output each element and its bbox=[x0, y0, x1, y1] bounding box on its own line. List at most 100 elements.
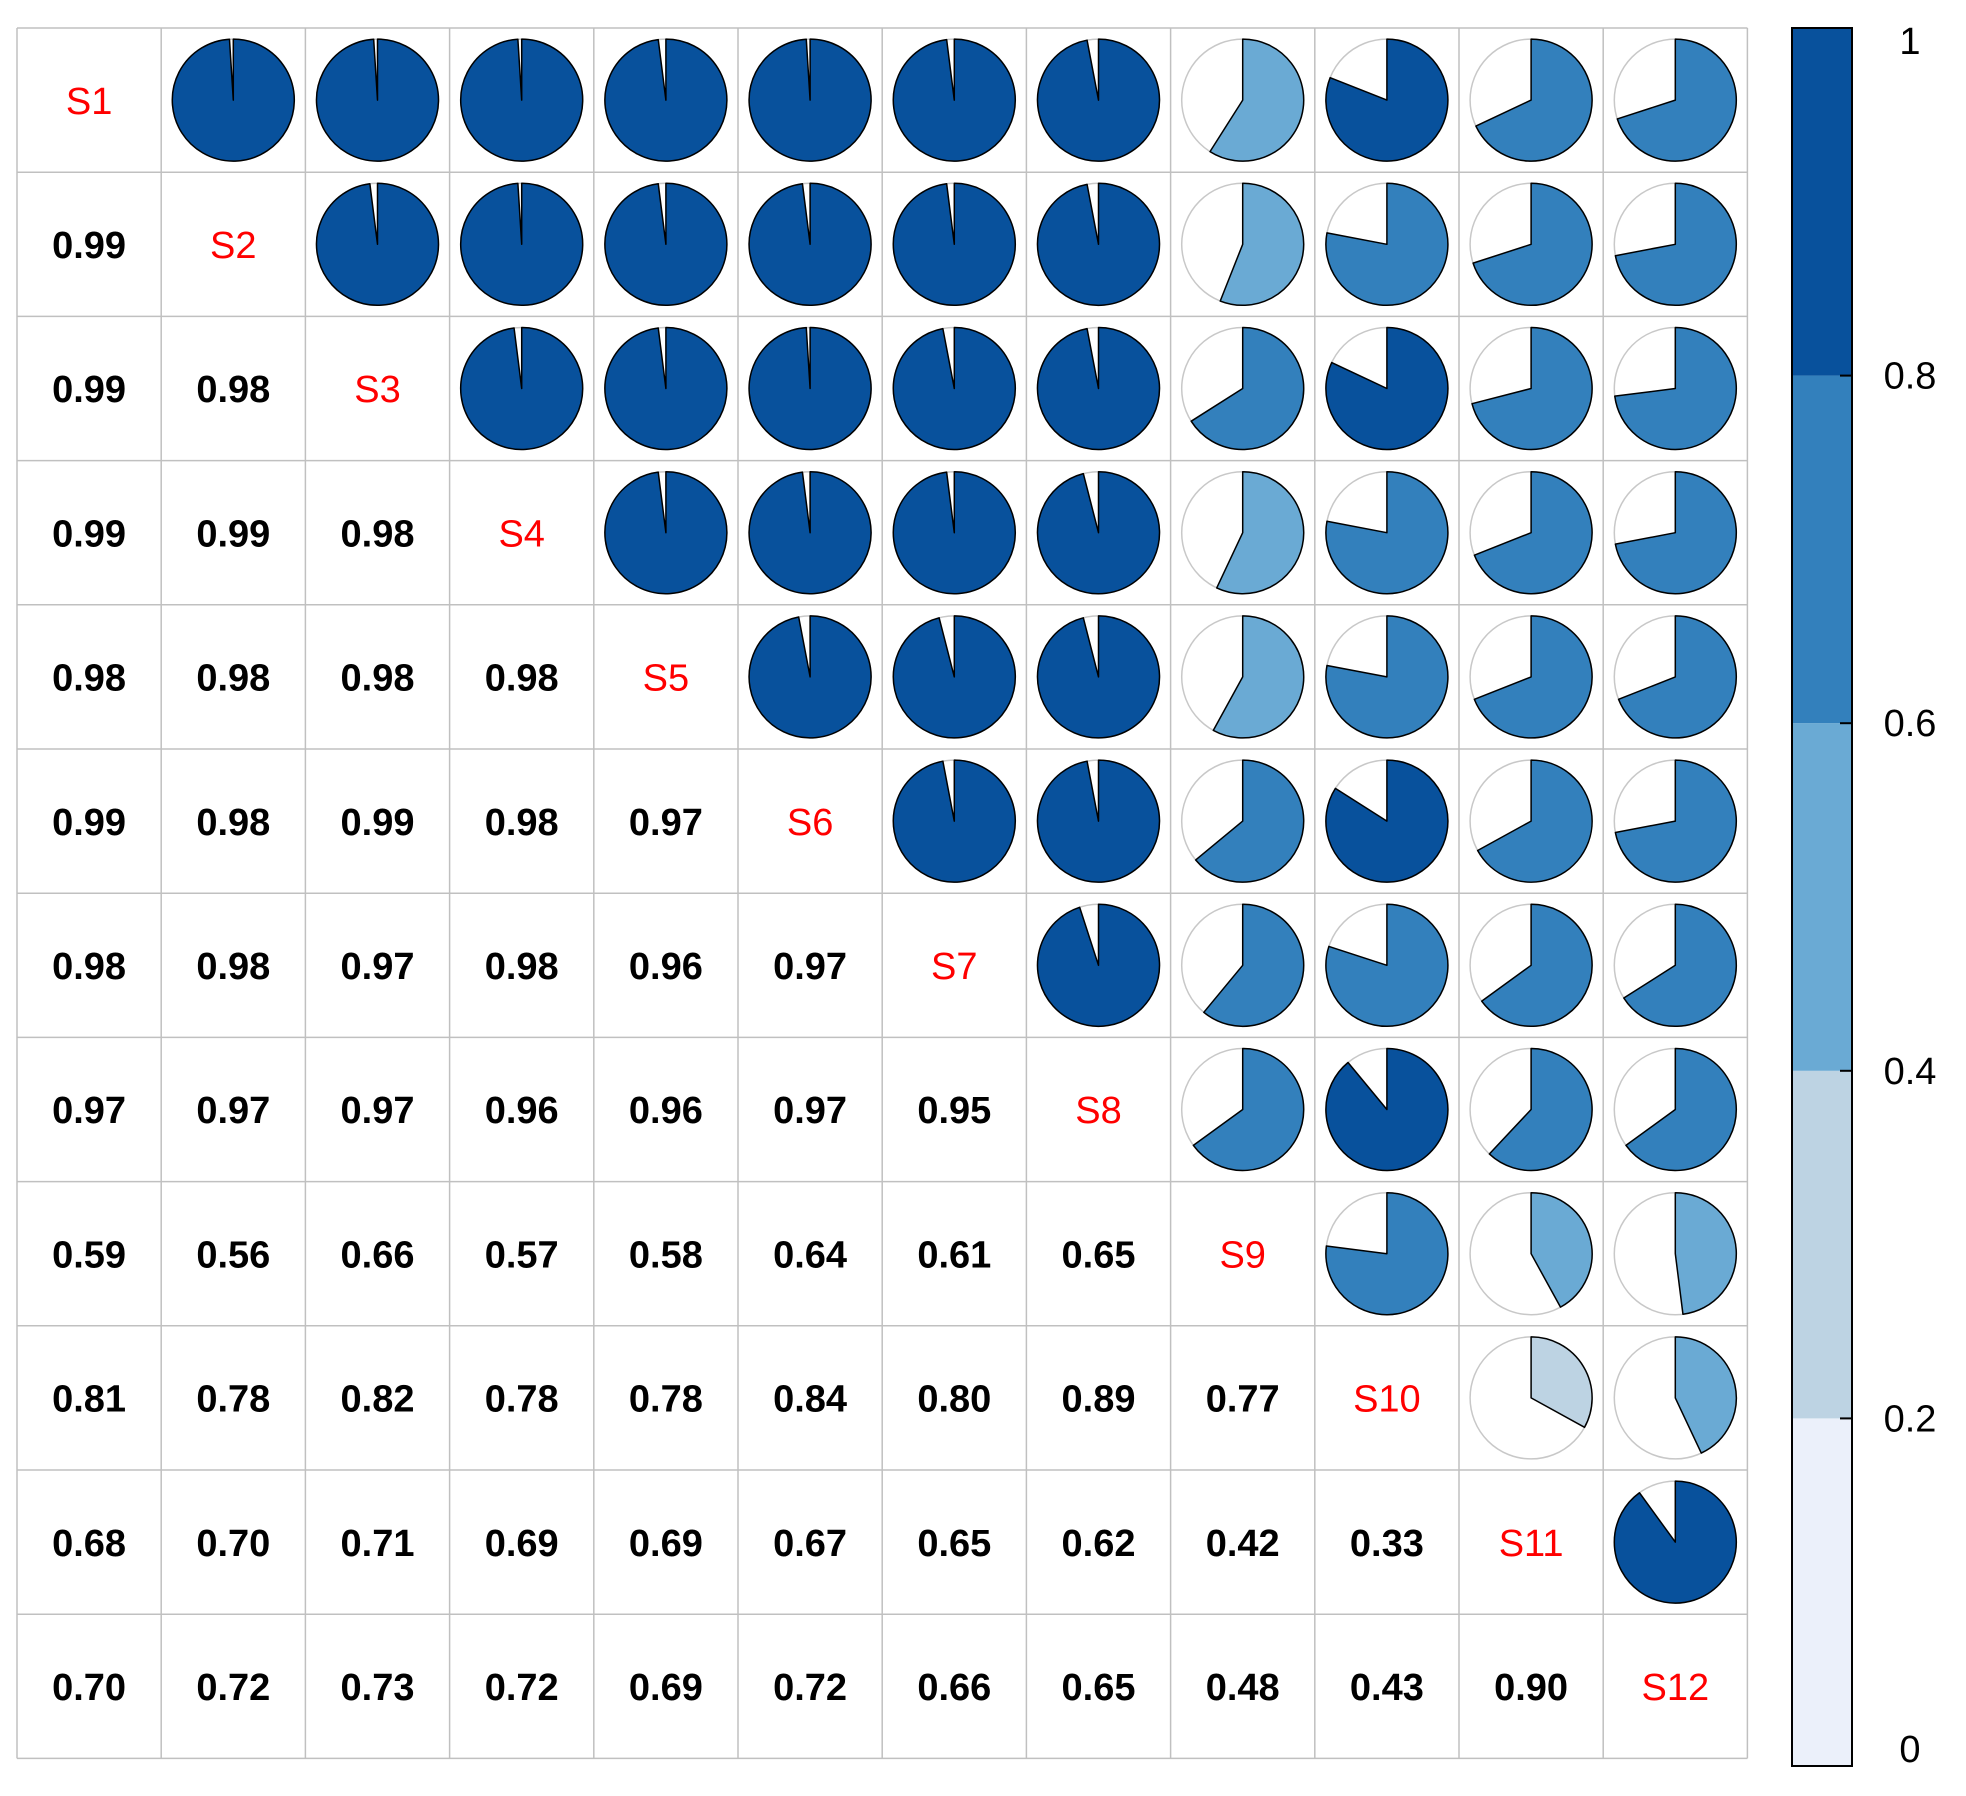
correlation-value: 0.70 bbox=[52, 1667, 126, 1709]
colorbar-bin bbox=[1792, 28, 1852, 376]
colorbar-tick-label: 0.2 bbox=[1884, 1398, 1937, 1440]
variable-label: S4 bbox=[498, 513, 544, 555]
correlation-pie bbox=[1180, 1047, 1305, 1172]
correlation-value: 0.97 bbox=[773, 946, 847, 988]
colorbar-bin bbox=[1792, 1070, 1852, 1419]
variable-label: S3 bbox=[354, 369, 400, 411]
pie-slice bbox=[1623, 903, 1738, 1027]
colorbar-bin bbox=[1792, 723, 1852, 1071]
correlation-value: 0.99 bbox=[52, 802, 126, 844]
pie-slice bbox=[1325, 759, 1449, 883]
pie-slice bbox=[748, 326, 872, 451]
correlation-value: 0.99 bbox=[52, 369, 126, 411]
correlation-pie bbox=[1036, 470, 1161, 595]
correlation-value: 0.96 bbox=[629, 946, 703, 988]
correlation-pie bbox=[604, 182, 728, 307]
correlation-value: 0.99 bbox=[52, 513, 126, 555]
correlation-value: 0.99 bbox=[196, 513, 270, 555]
correlation-value: 0.82 bbox=[341, 1379, 415, 1421]
correlation-value: 0.97 bbox=[52, 1090, 126, 1132]
correlation-value: 0.98 bbox=[196, 946, 270, 988]
correlation-value: 0.67 bbox=[773, 1523, 847, 1565]
matrix-cells: S1 0.99 S2 0.99 0.98 S3 0.99 0.99 0.98 S4 0.98 0.98… bbox=[52, 38, 1738, 1709]
colorbar-bin bbox=[1792, 1418, 1852, 1766]
pie-slice bbox=[1674, 1191, 1738, 1315]
variable-label: S9 bbox=[1219, 1234, 1265, 1276]
correlation-pie bbox=[1613, 1047, 1738, 1172]
pie-slice bbox=[1325, 470, 1449, 595]
correlation-pie bbox=[459, 326, 584, 451]
correlation-pie bbox=[604, 38, 728, 162]
correlation-value: 0.72 bbox=[196, 1667, 270, 1709]
correlation-pie bbox=[1613, 1480, 1738, 1604]
correlation-pie bbox=[1613, 1336, 1738, 1460]
correlation-pie bbox=[1036, 615, 1161, 739]
colorbar-tick-label: 0.4 bbox=[1884, 1051, 1937, 1093]
correlation-value: 0.66 bbox=[341, 1234, 415, 1276]
correlation-value: 0.97 bbox=[341, 1090, 415, 1132]
correlation-value: 0.70 bbox=[196, 1523, 270, 1565]
correlation-pie bbox=[1036, 38, 1161, 162]
correlation-value: 0.61 bbox=[917, 1234, 991, 1276]
correlation-pie bbox=[1613, 182, 1738, 307]
pie-slice bbox=[1215, 470, 1305, 595]
correlation-pie bbox=[1325, 615, 1449, 739]
pie-slice bbox=[1617, 615, 1738, 739]
colorbar-tick-label: 0.8 bbox=[1884, 356, 1937, 398]
correlation-pie bbox=[1469, 182, 1593, 307]
pie-slice bbox=[1476, 759, 1593, 883]
correlation-pie bbox=[1325, 1191, 1449, 1316]
pie-slice bbox=[1530, 1191, 1593, 1308]
correlation-pie bbox=[1325, 759, 1449, 883]
correlation-value: 0.84 bbox=[773, 1379, 847, 1421]
correlation-value: 0.89 bbox=[1062, 1379, 1136, 1421]
pie-slice bbox=[1471, 326, 1593, 451]
pie-slice bbox=[1325, 903, 1449, 1028]
colorbar-bin bbox=[1792, 375, 1852, 724]
correlation-pie bbox=[1469, 1047, 1593, 1172]
pie-slice bbox=[1614, 326, 1738, 451]
correlation-pie bbox=[1180, 326, 1305, 451]
pie-slice bbox=[1325, 1191, 1449, 1316]
correlation-value: 0.98 bbox=[485, 802, 559, 844]
correlation-pie bbox=[1325, 903, 1449, 1028]
correlation-pie bbox=[748, 38, 872, 162]
correlation-pie bbox=[1180, 615, 1305, 739]
correlation-pie bbox=[1613, 615, 1738, 739]
correlation-pie bbox=[315, 182, 440, 307]
pie-slice bbox=[459, 38, 584, 162]
correlation-pie bbox=[1613, 1191, 1738, 1316]
pie-slice bbox=[1473, 615, 1593, 739]
pie-slice bbox=[1473, 470, 1593, 595]
pie-slice bbox=[315, 38, 440, 162]
correlation-pie bbox=[892, 759, 1017, 883]
correlation-value: 0.97 bbox=[196, 1090, 270, 1132]
correlation-value: 0.98 bbox=[196, 658, 270, 700]
pie-slice bbox=[1475, 38, 1593, 162]
correlation-value: 0.57 bbox=[485, 1234, 559, 1276]
correlation-pie bbox=[315, 38, 440, 162]
variable-label: S6 bbox=[787, 802, 833, 844]
pie-slice bbox=[1219, 182, 1305, 306]
correlation-value: 0.98 bbox=[485, 946, 559, 988]
correlation-value: 0.72 bbox=[485, 1667, 559, 1709]
correlation-pie bbox=[1613, 470, 1738, 595]
correlation-pie bbox=[171, 38, 296, 162]
correlation-value: 0.42 bbox=[1206, 1523, 1280, 1565]
correlation-value: 0.99 bbox=[52, 225, 126, 267]
correlation-value: 0.78 bbox=[196, 1379, 270, 1421]
pie-slice bbox=[1036, 615, 1161, 739]
correlation-value: 0.65 bbox=[1062, 1667, 1136, 1709]
correlation-value: 0.65 bbox=[1062, 1234, 1136, 1276]
correlation-value: 0.78 bbox=[629, 1379, 703, 1421]
pie-slice bbox=[748, 182, 872, 306]
correlation-pie bbox=[1180, 903, 1305, 1028]
correlation-value: 0.98 bbox=[485, 658, 559, 700]
pie-slice bbox=[892, 759, 1017, 883]
pie-slice bbox=[1325, 326, 1449, 451]
colorbar-tick-label: 0.6 bbox=[1884, 703, 1937, 745]
correlation-value: 0.69 bbox=[629, 1523, 703, 1565]
correlation-pie bbox=[1469, 759, 1593, 883]
correlation-value: 0.64 bbox=[773, 1234, 847, 1276]
correlation-pie bbox=[892, 182, 1017, 307]
